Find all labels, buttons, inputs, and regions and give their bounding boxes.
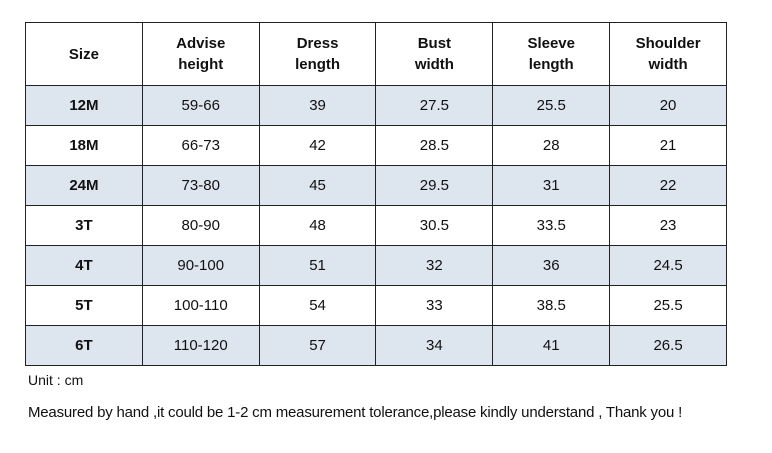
header-line: Size	[68, 45, 99, 63]
table-cell: 26.5	[609, 325, 727, 366]
table-cell: 59-66	[141, 85, 260, 126]
table-cell: 90-100	[141, 245, 260, 286]
column-header: Sleeve length	[492, 22, 611, 86]
table-cell: 41	[492, 325, 611, 366]
table-cell: 22	[609, 165, 727, 206]
column-header: Bust width	[375, 22, 494, 86]
column-header: Dress length	[258, 22, 377, 86]
column-header: Advise height	[141, 22, 260, 86]
table-cell: 110-120	[141, 325, 260, 366]
table-cell: 80-90	[141, 205, 260, 246]
table-cell: 66-73	[141, 125, 260, 166]
header-line: Dress	[296, 35, 339, 52]
header-line: Sleeve	[527, 35, 575, 52]
table-row: 4T 90-100 51 32 36 24.5	[25, 245, 727, 286]
column-header: Shoulder width	[609, 22, 727, 86]
table-cell: 25.5	[609, 285, 727, 326]
table-cell: 73-80	[141, 165, 260, 206]
table-cell: 33	[375, 285, 494, 326]
table-row: 12M 59-66 39 27.5 25.5 20	[25, 85, 727, 126]
header-row: Size Advise height Dress length Bust width Slee…	[25, 22, 727, 86]
table-cell: 29.5	[375, 165, 494, 206]
table-cell: 38.5	[492, 285, 611, 326]
header-line: Shoulder	[635, 35, 701, 52]
header-line: width	[414, 56, 454, 73]
size-table: Size Advise height Dress length Bust width Slee…	[25, 22, 727, 366]
table-row: 18M 66-73 42 28.5 28 21	[25, 125, 727, 166]
column-header: Size	[25, 22, 143, 86]
table-cell: 23	[609, 205, 727, 246]
table-cell: 25.5	[492, 85, 611, 126]
size-cell: 5T	[25, 285, 143, 326]
header-line: length	[528, 56, 574, 73]
header-line: width	[648, 56, 688, 73]
table-cell: 21	[609, 125, 727, 166]
table-cell: 100-110	[141, 285, 260, 326]
table-cell: 31	[492, 165, 611, 206]
table-cell: 45	[258, 165, 377, 206]
header-line: length	[295, 56, 341, 73]
table-cell: 48	[258, 205, 377, 246]
table-cell: 28	[492, 125, 611, 166]
table-cell: 27.5	[375, 85, 494, 126]
table-cell: 36	[492, 245, 611, 286]
size-cell: 4T	[25, 245, 143, 286]
table-cell: 57	[258, 325, 377, 366]
table-cell: 24.5	[609, 245, 727, 286]
header-line: Bust	[417, 35, 452, 52]
size-cell: 6T	[25, 325, 143, 366]
table-row: 5T 100-110 54 33 38.5 25.5	[25, 285, 727, 326]
table-cell: 54	[258, 285, 377, 326]
table-cell: 39	[258, 85, 377, 126]
tolerance-note: Measured by hand ,it could be 1-2 cm mea…	[28, 404, 683, 421]
size-cell: 12M	[25, 85, 143, 126]
table-row: 24M 73-80 45 29.5 31 22	[25, 165, 727, 206]
header-line: height	[178, 56, 224, 73]
header-line: Advise	[176, 35, 226, 52]
unit-note: Unit : cm	[28, 372, 84, 388]
table-cell: 28.5	[375, 125, 494, 166]
table-cell: 34	[375, 325, 494, 366]
table-cell: 42	[258, 125, 377, 166]
size-cell: 3T	[25, 205, 143, 246]
table-cell: 51	[258, 245, 377, 286]
table-row: 6T 110-120 57 34 41 26.5	[25, 325, 727, 366]
table-cell: 33.5	[492, 205, 611, 246]
table-cell: 30.5	[375, 205, 494, 246]
table-row: 3T 80-90 48 30.5 33.5 23	[25, 205, 727, 246]
table-cell: 32	[375, 245, 494, 286]
size-cell: 18M	[25, 125, 143, 166]
size-cell: 24M	[25, 165, 143, 206]
table-cell: 20	[609, 85, 727, 126]
